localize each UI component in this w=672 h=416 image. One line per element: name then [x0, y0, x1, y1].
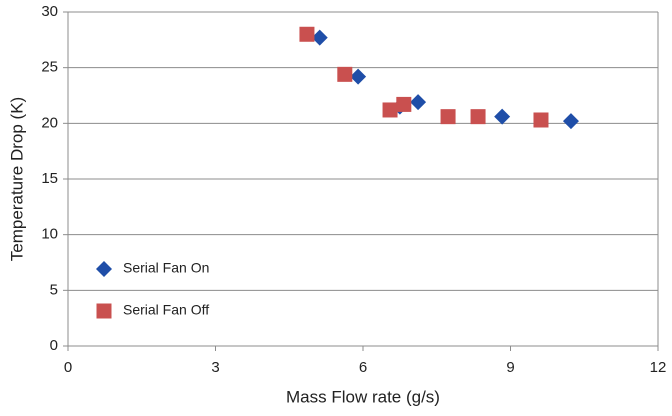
data-point [440, 109, 456, 125]
data-point [311, 29, 328, 46]
legend-marker [96, 303, 112, 319]
data-point [562, 113, 579, 130]
y-tick-label: 20 [41, 114, 58, 131]
y-axis-label: Temperature Drop (K) [7, 97, 26, 261]
x-tick-label: 0 [64, 359, 72, 376]
y-tick-label: 5 [50, 281, 58, 298]
y-tick-label: 15 [41, 170, 58, 187]
legend-label: Serial Fan On [123, 260, 209, 276]
legend-label: Serial Fan Off [123, 302, 209, 318]
x-axis-label: Mass Flow rate (g/s) [286, 387, 440, 406]
y-tick-label: 10 [41, 226, 58, 243]
data-point [494, 108, 511, 125]
x-tick-label: 6 [359, 359, 367, 376]
y-tick-label: 0 [50, 337, 58, 354]
data-point [350, 68, 367, 85]
x-tick-label: 12 [650, 359, 667, 376]
data-point [299, 26, 315, 42]
data-point [396, 96, 412, 112]
data-point [533, 112, 549, 128]
y-tick-label: 25 [41, 59, 58, 76]
y-tick-label: 30 [41, 3, 58, 20]
data-point [410, 94, 427, 111]
data-point [470, 109, 486, 125]
x-tick-label: 9 [506, 359, 514, 376]
legend-marker [96, 261, 112, 277]
x-tick-label: 3 [211, 359, 219, 376]
data-point [337, 66, 353, 82]
data-point [382, 102, 398, 118]
